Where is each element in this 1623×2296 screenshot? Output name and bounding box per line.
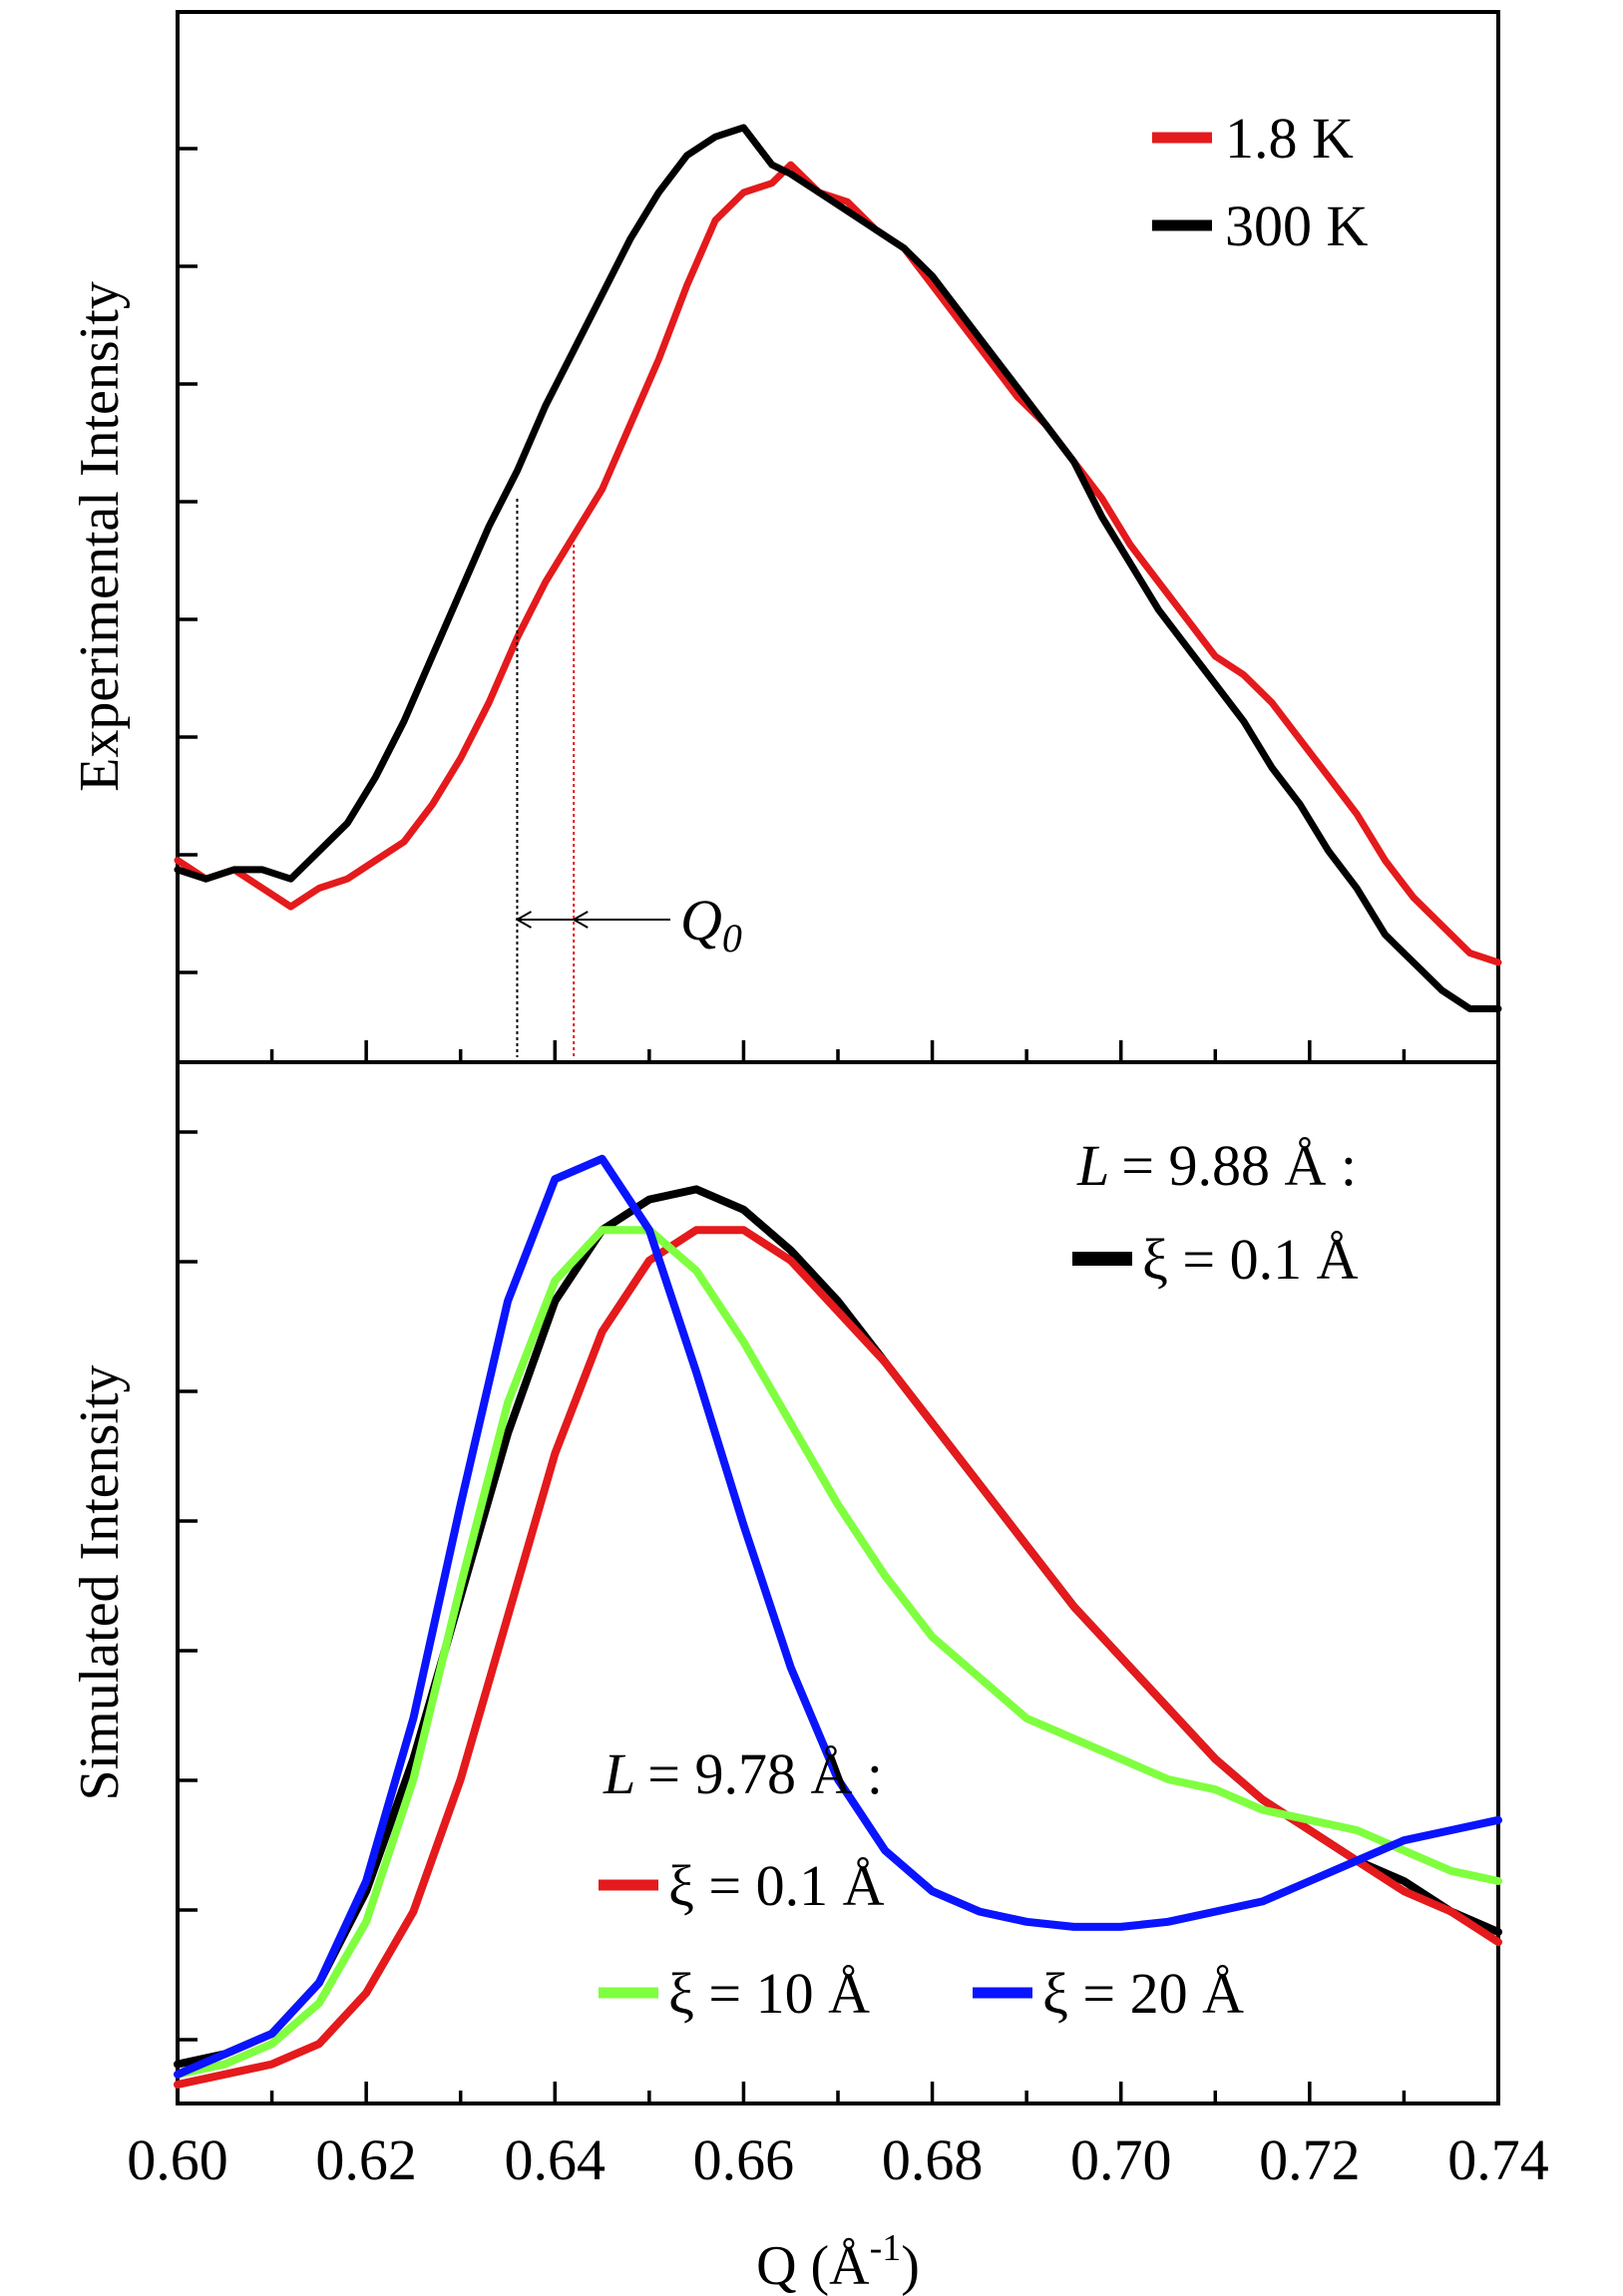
y-axis-label-bottom: Simulated Intensity: [69, 1364, 131, 1800]
legend-heading-L988: L = 9.88 Å :: [1076, 1133, 1357, 1198]
x-tick-label: 0.72: [1259, 2127, 1361, 2192]
x-tick-label: 0.66: [693, 2127, 795, 2192]
x-tick-label: 0.74: [1447, 2127, 1549, 2192]
top-legend: 1.8 K 300 K: [1152, 106, 1369, 258]
y-axis-label-top: Experimental Intensity: [69, 281, 131, 792]
series-top-0: [174, 161, 1502, 966]
legend-label-L978-xi20: ξ = 20 Å: [1042, 1961, 1244, 2026]
x-tick-label: 0.62: [315, 2127, 417, 2192]
x-tick-labels: 0.60 0.62 0.64 0.66 0.68 0.70 0.72 0.74: [127, 2127, 1549, 2192]
bottom-panel-frame: [176, 1060, 1500, 2105]
q0-label: Q0: [680, 888, 742, 960]
q0-arrowhead-left: [515, 911, 532, 929]
x-tick-label: 0.70: [1070, 2127, 1172, 2192]
x-tick-label: 0.64: [505, 2127, 607, 2192]
bottom-legend-group-1: L = 9.88 Å : ξ = 0.1 Å: [1072, 1133, 1359, 1292]
q0-arrowhead-right: [572, 911, 589, 929]
legend-label-L978-xi10: ξ = 10 Å: [668, 1961, 870, 2026]
q0-annotation: Q0: [515, 499, 742, 1057]
legend-label-300K: 300 K: [1225, 193, 1369, 258]
legend-label-L988-xi01: ξ = 0.1 Å: [1142, 1227, 1359, 1292]
x-axis-label: Q (Å-1): [756, 2227, 920, 2296]
bottom-panel-series: [174, 1154, 1502, 2089]
series-bottom-0: [174, 1185, 1502, 2069]
x-tick-label: 0.68: [882, 2127, 984, 2192]
legend-label-1.8K: 1.8 K: [1225, 106, 1354, 171]
top-panel-series: [174, 124, 1502, 1012]
x-tick-label: 0.60: [127, 2127, 228, 2192]
series-bottom-1: [174, 1226, 1502, 2089]
top-panel-ticks: [176, 147, 1500, 1062]
bottom-legend-group-2: L = 9.78 Å : ξ = 0.1 Å ξ = 10 Å ξ = 20 Å: [599, 1741, 1244, 2026]
legend-label-L978-xi01: ξ = 0.1 Å: [668, 1853, 885, 1918]
legend-heading-L978: L = 9.78 Å :: [603, 1741, 883, 1806]
series-bottom-3: [174, 1154, 1502, 2079]
series-bottom-2: [174, 1226, 1502, 2079]
series-top-1: [174, 124, 1502, 1012]
bottom-panel-ticks: [176, 1130, 1500, 2104]
